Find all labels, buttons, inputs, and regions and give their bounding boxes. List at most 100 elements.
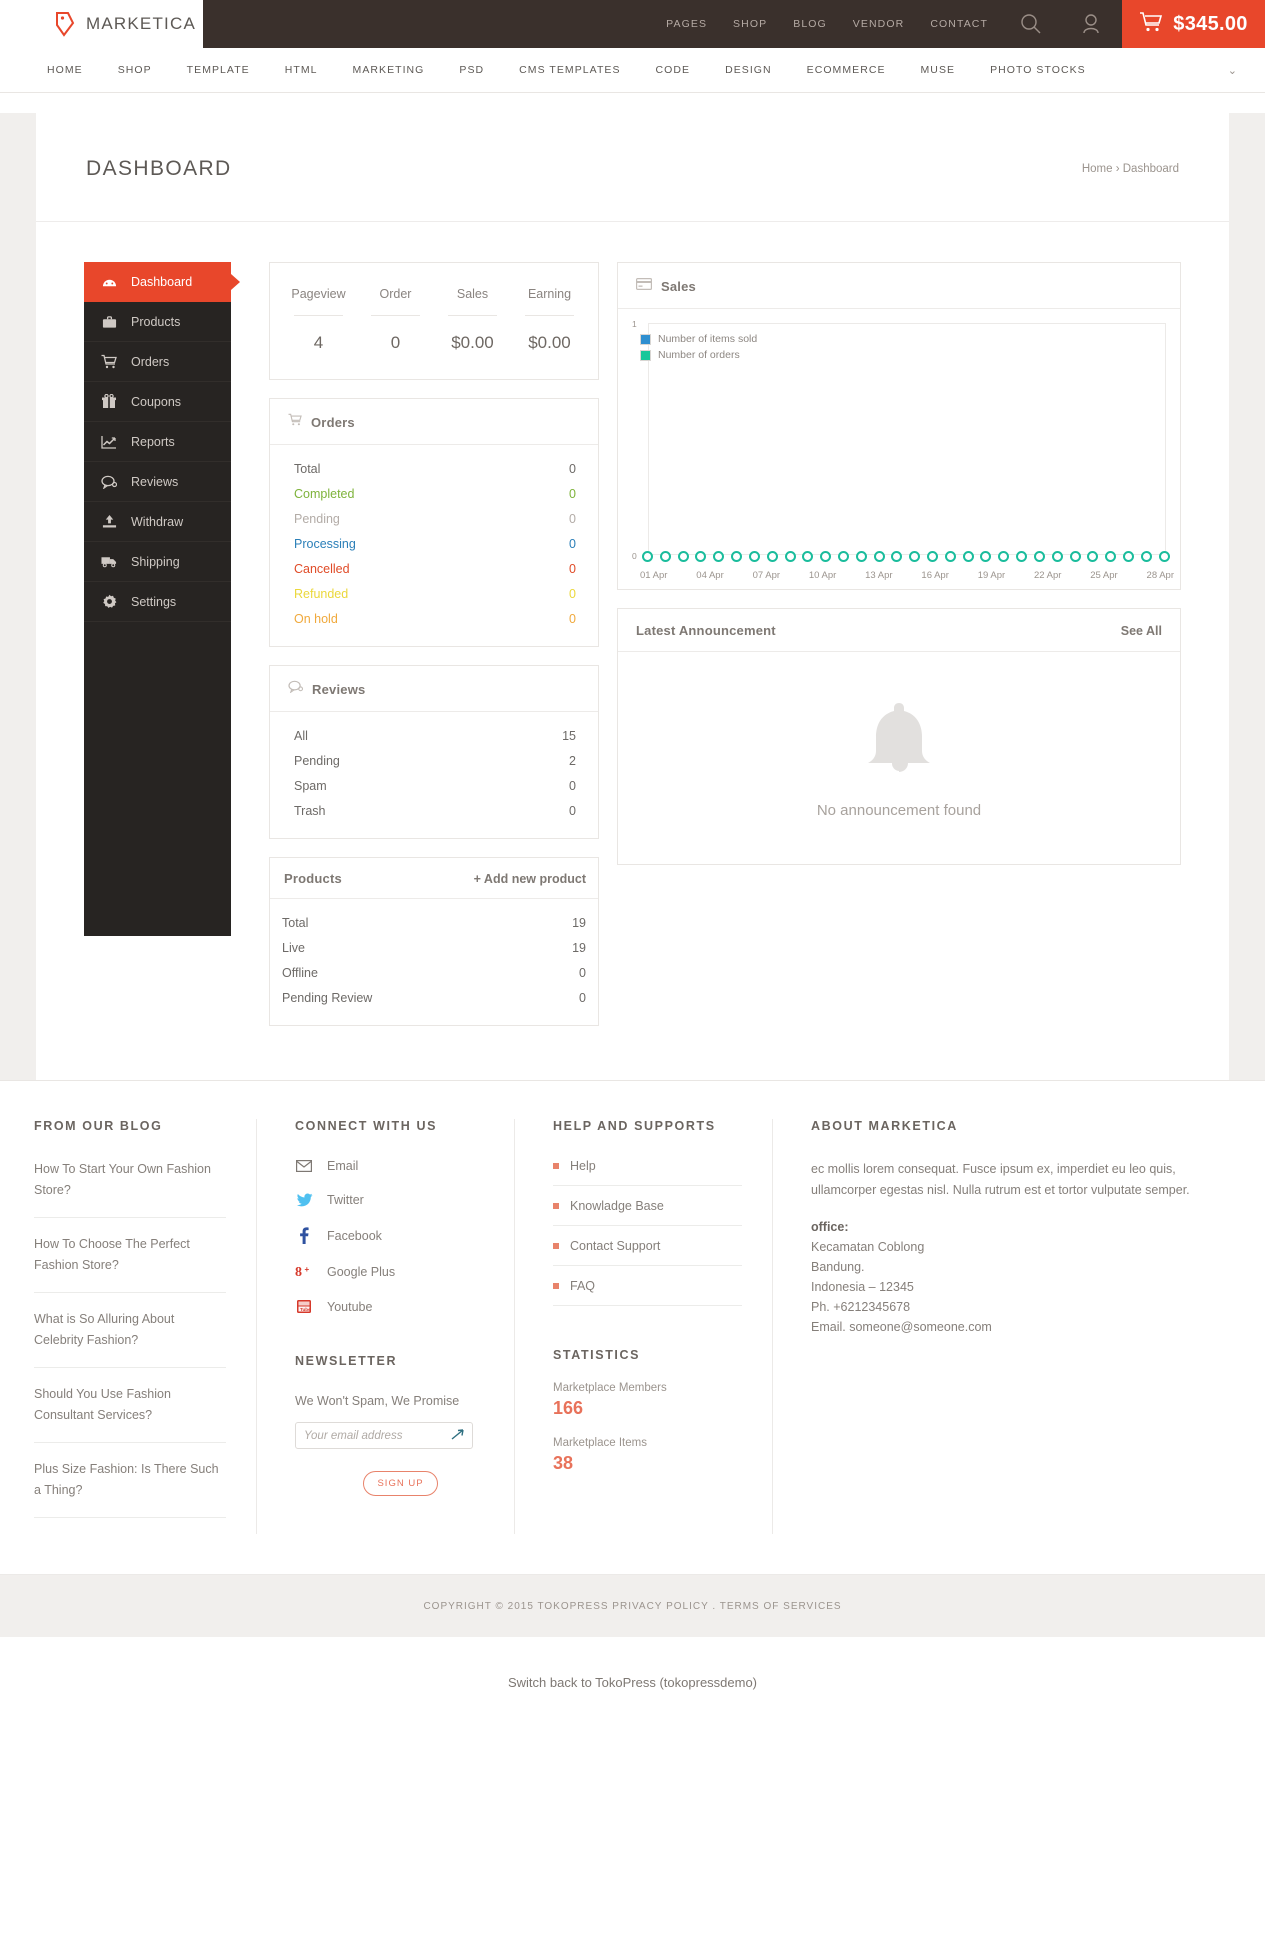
help-link-faq[interactable]: FAQ [553, 1279, 742, 1306]
about-office-label: office: [811, 1220, 849, 1234]
orders-row-cancelled[interactable]: Cancelled 0 [270, 557, 598, 582]
stats-row: Pageview 4 Order 0 Sales $0.00 [270, 263, 598, 379]
footer-heading-help: HELP AND SUPPORTS [553, 1119, 716, 1133]
top-nav-item-shop[interactable]: SHOP [733, 18, 768, 30]
stat-divider [371, 315, 420, 316]
chevron-down-icon[interactable]: ⌄ [1227, 64, 1237, 77]
bullet-icon [553, 1243, 559, 1249]
statistics-label-items: Marketplace Items [553, 1437, 647, 1449]
chart-marker [784, 551, 796, 562]
nav-item-html[interactable]: HTML [284, 64, 318, 76]
reviews-value-all: 15 [562, 729, 576, 743]
newsletter-email-input[interactable]: Your email address [295, 1422, 473, 1449]
chart-legend: Number of items sold Number of orders [640, 333, 757, 365]
help-link-contact-support[interactable]: Contact Support [553, 1239, 742, 1266]
reviews-label-trash: Trash [294, 804, 326, 818]
brand-logo[interactable]: MARKETICA [0, 0, 203, 48]
stat-value-sales: $0.00 [451, 333, 494, 352]
footer-blog-link-2[interactable]: How To Choose The Perfect Fashion Store? [34, 1234, 226, 1293]
social-link-youtube[interactable]: Tube Youtube [295, 1299, 484, 1314]
orders-row-total[interactable]: Total 0 [270, 457, 598, 482]
sidebar-item-coupons[interactable]: Coupons [84, 382, 231, 422]
comment-icon [101, 475, 117, 489]
x-tick-1: 04 Apr [696, 570, 724, 581]
products-row-offline[interactable]: Offline 0 [270, 961, 598, 986]
nav-item-photo-stocks[interactable]: PHOTO STOCKS [990, 64, 1086, 76]
sidebar-label-coupons: Coupons [131, 394, 182, 409]
footer-blog-link-5[interactable]: Plus Size Fashion: Is There Such a Thing… [34, 1459, 226, 1518]
x-tick-8: 25 Apr [1090, 570, 1118, 581]
add-new-product-link[interactable]: + Add new product [473, 871, 586, 886]
social-link-google-plus[interactable]: 8 + Google Plus [295, 1264, 484, 1280]
products-row-total[interactable]: Total 19 [270, 911, 598, 936]
sidebar-item-withdraw[interactable]: Withdraw [84, 502, 231, 542]
sidebar-label-withdraw: Withdraw [131, 514, 184, 529]
orders-row-completed[interactable]: Completed 0 [270, 482, 598, 507]
footer-blog-link-1[interactable]: How To Start Your Own Fashion Store? [34, 1159, 226, 1218]
svg-text:8: 8 [295, 1265, 302, 1279]
social-label-facebook: Facebook [327, 1228, 382, 1243]
switch-back-bar: Switch back to TokoPress (tokopressdemo) [0, 1637, 1265, 1727]
cart-button[interactable]: $345.00 [1122, 0, 1265, 48]
social-link-twitter[interactable]: Twitter [295, 1193, 484, 1207]
nav-item-design[interactable]: DESIGN [725, 64, 772, 76]
see-all-link[interactable]: See All [1120, 623, 1162, 638]
nav-item-marketing[interactable]: MARKETING [352, 64, 425, 76]
sidebar-item-settings[interactable]: Settings [84, 582, 231, 622]
nav-item-psd[interactable]: PSD [459, 64, 485, 76]
sidebar-item-orders[interactable]: Orders [84, 342, 231, 382]
dashboard-sidebar: Dashboard Products Orders [84, 262, 240, 936]
sidebar-label-products: Products [131, 314, 181, 329]
top-nav-item-blog[interactable]: BLOG [793, 18, 827, 30]
dashboard-icon [101, 275, 117, 290]
social-link-facebook[interactable]: Facebook [295, 1227, 484, 1244]
top-nav-item-vendor[interactable]: VENDOR [852, 18, 905, 30]
user-icon[interactable] [1074, 13, 1108, 35]
reviews-row-trash[interactable]: Trash 0 [270, 799, 598, 824]
about-body-text: ec mollis lorem consequat. Fusce ipsum e… [811, 1162, 1190, 1197]
sidebar-item-reports[interactable]: Reports [84, 422, 231, 462]
footer-blog-link-3[interactable]: What is So Alluring About Celebrity Fash… [34, 1309, 226, 1368]
orders-row-pending[interactable]: Pending 0 [270, 507, 598, 532]
sidebar-item-dashboard[interactable]: Dashboard [84, 262, 240, 302]
nav-item-muse[interactable]: MUSE [920, 64, 956, 76]
sidebar-item-products[interactable]: Products [84, 302, 231, 342]
help-link-help[interactable]: Help [553, 1159, 742, 1186]
sidebar-item-shipping[interactable]: Shipping [84, 542, 231, 582]
products-row-live[interactable]: Live 19 [270, 936, 598, 961]
svg-text:Tube: Tube [300, 1307, 311, 1312]
footer-heading-statistics: STATISTICS [553, 1348, 641, 1362]
x-tick-6: 19 Apr [977, 570, 1006, 581]
send-icon[interactable] [451, 1428, 464, 1444]
footer-blog-link-4[interactable]: Should You Use Fashion Consultant Servic… [34, 1384, 226, 1443]
nav-item-ecommerce[interactable]: ECOMMERCE [806, 64, 886, 76]
social-link-email[interactable]: Email [295, 1159, 484, 1173]
top-nav-item-contact[interactable]: CONTACT [930, 18, 988, 30]
products-value-pending-review: 0 [579, 991, 586, 1005]
reviews-row-all[interactable]: All 15 [270, 724, 598, 749]
chart-marker [980, 551, 992, 562]
footer-column-connect: CONNECT WITH US Email Twitter Facebook 8… [256, 1119, 514, 1534]
reviews-list: All 15 Pending 2 Spam 0 Trash [270, 712, 598, 838]
newsletter-signup-button[interactable]: SIGN UP [363, 1471, 438, 1496]
orders-row-refunded[interactable]: Refunded 0 [270, 582, 598, 607]
envelope-icon [295, 1160, 313, 1172]
search-icon[interactable] [1014, 13, 1048, 35]
sidebar-item-reviews[interactable]: Reviews [84, 462, 231, 502]
nav-item-code[interactable]: CODE [655, 64, 691, 76]
orders-label-onhold: On hold [294, 612, 338, 626]
orders-row-onhold[interactable]: On hold 0 [270, 607, 598, 632]
products-row-pending-review[interactable]: Pending Review 0 [270, 986, 598, 1011]
orders-value-cancelled: 0 [569, 562, 576, 576]
orders-row-processing[interactable]: Processing 0 [270, 532, 598, 557]
nav-item-shop[interactable]: SHOP [117, 64, 152, 76]
help-link-knowledge-base[interactable]: Knowladge Base [553, 1199, 742, 1226]
nav-item-cms-templates[interactable]: CMS TEMPLATES [519, 64, 621, 76]
nav-item-template[interactable]: TEMPLATE [186, 64, 250, 76]
top-nav-item-pages[interactable]: PAGES [666, 18, 708, 30]
reviews-row-pending[interactable]: Pending 2 [270, 749, 598, 774]
nav-item-home[interactable]: HOME [47, 64, 83, 76]
switch-back-link[interactable]: Switch back to TokoPress (tokopressdemo) [507, 1674, 758, 1690]
reviews-row-spam[interactable]: Spam 0 [270, 774, 598, 799]
chart-marker [909, 551, 921, 562]
